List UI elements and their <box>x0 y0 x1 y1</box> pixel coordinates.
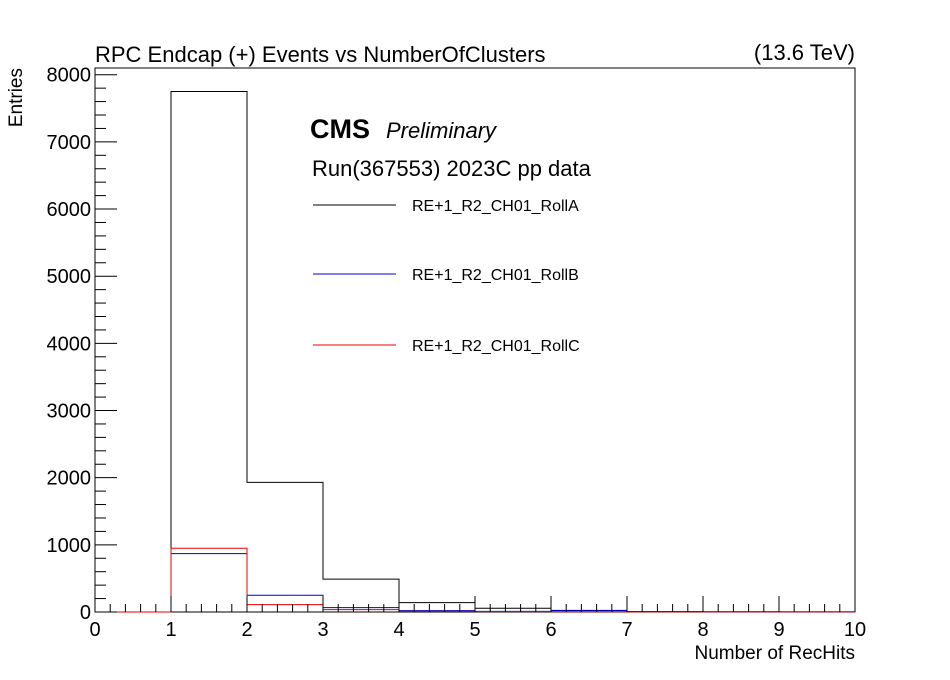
plot-area: 0 1 2 3 4 5 6 7 8 9 10 0 1000 2000 3000 4000 5000 6000 70… <box>47 65 867 641</box>
legend-label-2: RE+1_R2_CH01_RollB <box>412 267 579 284</box>
y-tick-label: 5000 <box>47 266 92 288</box>
x-axis-ticks: 0 1 2 3 4 5 6 7 8 9 10 <box>89 596 866 641</box>
preliminary-label: Preliminary <box>386 118 498 143</box>
x-tick-label: 2 <box>241 619 252 641</box>
y-tick-label: 8000 <box>47 65 92 87</box>
energy-label: (13.6 TeV) <box>754 40 855 65</box>
y-axis-ticks: 0 1000 2000 3000 4000 5000 6000 7000 8000 <box>47 65 117 624</box>
y-tick-label: 1000 <box>47 535 92 557</box>
x-tick-label: 8 <box>697 619 708 641</box>
y-axis-label: Entries <box>6 68 27 127</box>
x-tick-label: 7 <box>621 619 632 641</box>
cms-label: CMS <box>310 114 370 144</box>
y-tick-label: 6000 <box>47 199 92 221</box>
legend-label-1: RE+1_R2_CH01_RollA <box>412 198 579 215</box>
x-tick-label: 9 <box>773 619 784 641</box>
y-tick-label: 7000 <box>47 132 92 154</box>
chart-title: RPC Endcap (+) Events vs NumberOfCluster… <box>95 42 546 67</box>
x-tick-label: 3 <box>317 619 328 641</box>
run-label: Run(367553) 2023C pp data <box>312 156 592 181</box>
y-tick-label: 3000 <box>47 401 92 423</box>
x-tick-label: 5 <box>469 619 480 641</box>
legend-label-3: RE+1_R2_CH01_RollC <box>412 338 580 355</box>
legend: RE+1_R2_CH01_RollA RE+1_R2_CH01_RollB RE+1… <box>313 198 580 355</box>
y-tick-label: 0 <box>80 602 91 624</box>
x-tick-label: 1 <box>165 619 176 641</box>
y-tick-label: 2000 <box>47 468 92 490</box>
x-axis-label: Number of RecHits <box>695 643 856 664</box>
x-tick-label: 6 <box>545 619 556 641</box>
x-tick-label: 4 <box>393 619 404 641</box>
y-tick-label: 4000 <box>47 333 92 355</box>
x-tick-label: 10 <box>844 619 866 641</box>
x-tick-label: 0 <box>89 619 100 641</box>
